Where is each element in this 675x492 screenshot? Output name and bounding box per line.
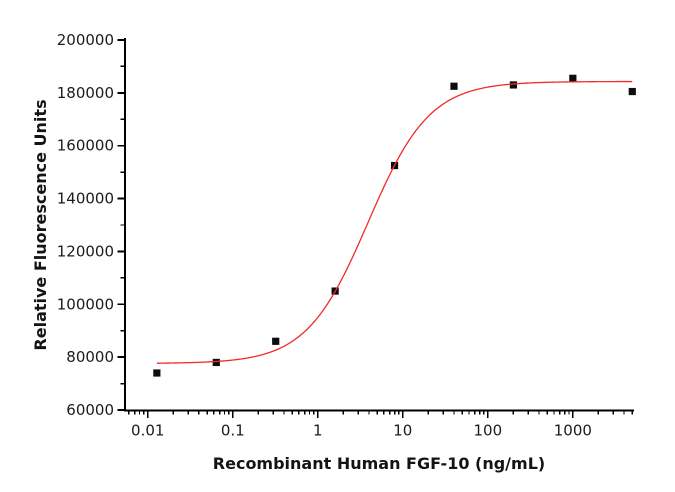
- y-axis-title: Relative Fluorescence Units: [31, 99, 50, 350]
- y-tick-label: 180000: [57, 84, 114, 102]
- x-axis-title: Recombinant Human FGF-10 (ng/mL): [213, 454, 545, 473]
- y-tick-label: 140000: [57, 190, 114, 208]
- y-tick-label: 80000: [66, 348, 114, 366]
- x-tick-label: 1000: [554, 422, 592, 440]
- x-tick-label: 100: [474, 422, 503, 440]
- x-tick-label: 10: [393, 422, 412, 440]
- x-tick-label: 0.01: [131, 422, 164, 440]
- data-point-marker: [509, 81, 518, 89]
- y-tick-label: 60000: [66, 401, 114, 419]
- data-point-marker: [628, 87, 636, 96]
- fit-curve: [156, 80, 633, 364]
- x-tick-label: 0.1: [221, 422, 245, 440]
- data-point-marker: [272, 337, 280, 345]
- data-point-marker: [153, 369, 161, 377]
- data-point-marker: [212, 358, 220, 367]
- y-tick-label: 200000: [57, 31, 114, 49]
- x-tick-label: 1: [313, 422, 323, 440]
- y-tick-label: 120000: [57, 242, 114, 260]
- data-point-marker: [569, 74, 577, 82]
- y-tick-label: 100000: [57, 295, 114, 313]
- data-point-marker: [450, 82, 458, 90]
- y-tick-label: 160000: [57, 137, 114, 155]
